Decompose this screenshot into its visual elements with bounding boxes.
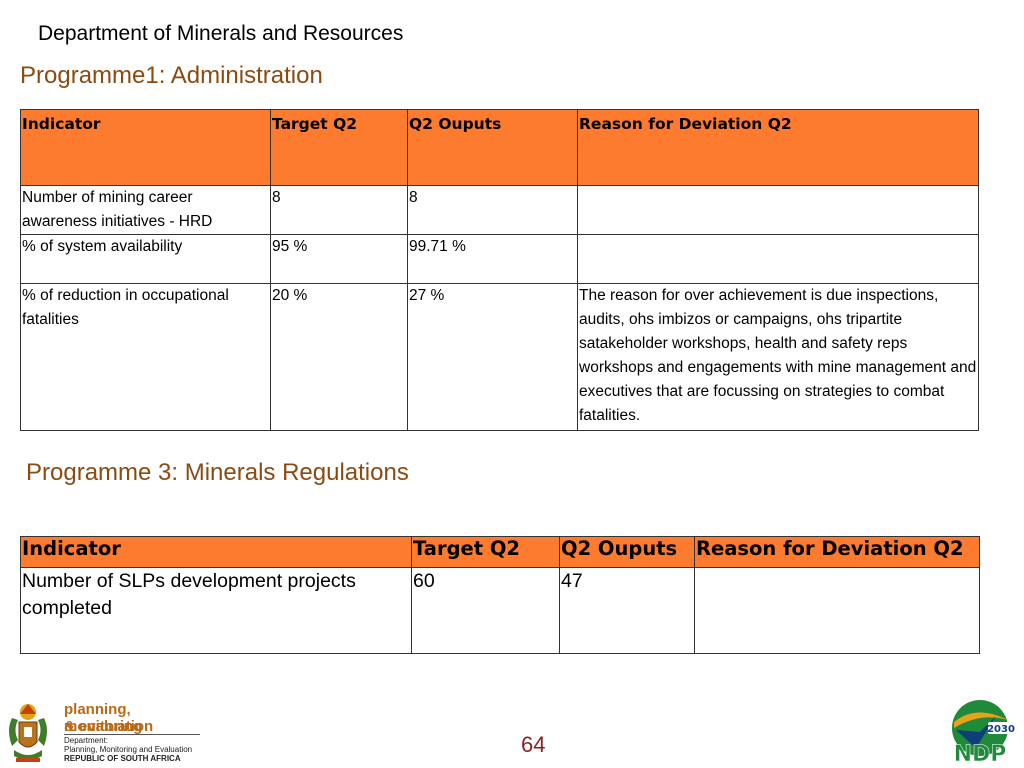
column-header-target: Target Q2 [270,109,408,186]
table-header-row: Indicator Target Q2 Q2 Ouputs Reason for… [20,536,980,568]
table-row: % of system availability 95 % 99.71 % [20,234,979,284]
column-header-indicator: Indicator [20,536,412,568]
divider [64,734,200,735]
column-header-reason: Reason for Deviation Q2 [577,109,979,186]
indicator-cell: % of reduction in occupational fatalitie… [20,283,271,431]
dpme-dept-line2: Planning, Monitoring and Evaluation [64,745,193,754]
output-cell: 47 [559,567,695,654]
column-header-indicator: Indicator [20,109,271,186]
indicator-cell: Number of mining career awareness initia… [20,185,271,235]
column-header-target: Target Q2 [411,536,560,568]
programme1-title: Programme1: Administration [20,62,323,89]
column-header-outputs: Q2 Ouputs [559,536,695,568]
coat-of-arms-icon [9,704,47,762]
ndp-year: 2030 [987,724,1015,735]
dpme-logo: planning, monitoring & evaluation Depart… [4,700,204,766]
programme3-table: Indicator Target Q2 Q2 Ouputs Reason for… [20,536,980,654]
dpme-logo-line1: planning, monitoring [64,701,143,735]
table-row: Number of mining career awareness initia… [20,185,979,235]
dpme-dept-line3: REPUBLIC OF SOUTH AFRICA [64,754,181,763]
department-title: Department of Minerals and Resources [38,22,404,45]
target-cell: 8 [270,185,408,235]
indicator-cell: % of system availability [20,234,271,284]
target-cell: 60 [411,567,560,654]
dpme-dept-line1: Department: [64,736,109,745]
table-header-row: Indicator Target Q2 Q2 Ouputs Reason for… [20,109,979,186]
column-header-outputs: Q2 Ouputs [407,109,578,186]
dpme-logo-line2: & evaluation [64,718,154,735]
ndp-text: NDP [954,742,1007,764]
programme1-table: Indicator Target Q2 Q2 Ouputs Reason for… [20,109,979,431]
output-cell: 99.71 % [407,234,578,284]
reason-cell [577,185,979,235]
target-cell: 95 % [270,234,408,284]
ndp-logo-icon: 2030 NDP [952,700,1015,764]
reason-cell [577,234,979,284]
programme3-title: Programme 3: Minerals Regulations [26,459,409,486]
table-row: Number of SLPs development projects comp… [20,567,980,654]
output-cell: 27 % [407,283,578,431]
reason-cell [694,567,980,654]
table-row: % of reduction in occupational fatalitie… [20,283,979,431]
column-header-reason: Reason for Deviation Q2 [694,536,980,568]
reason-cell: The reason for over achievement is due i… [577,283,979,431]
page-number: 64 [521,732,546,757]
indicator-cell: Number of SLPs development projects comp… [20,567,412,654]
target-cell: 20 % [270,283,408,431]
output-cell: 8 [407,185,578,235]
